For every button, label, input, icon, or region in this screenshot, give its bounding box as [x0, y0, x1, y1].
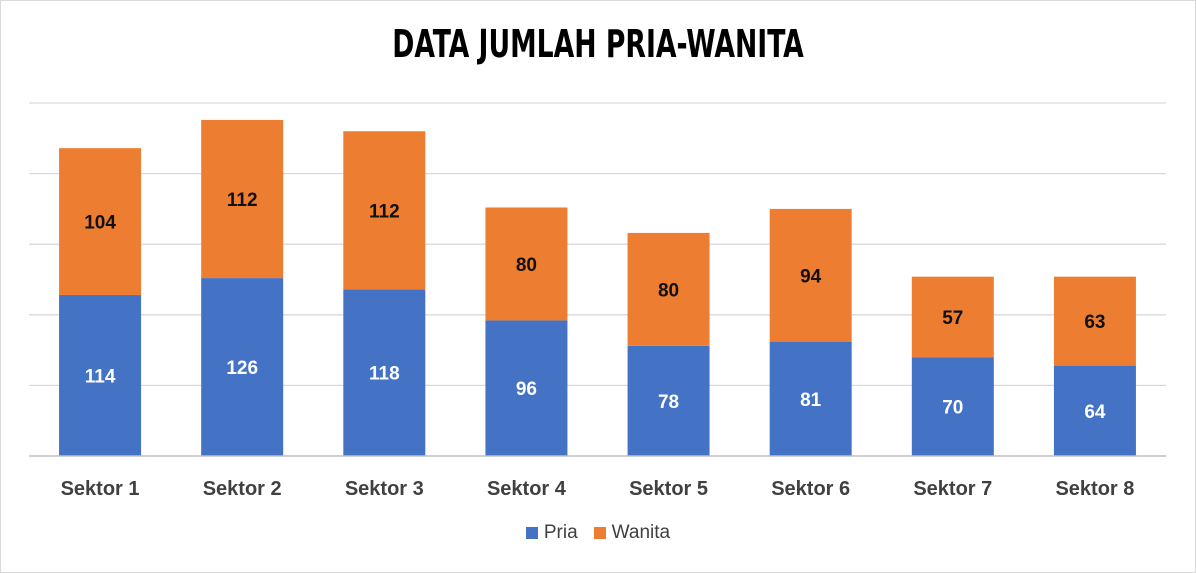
data-label: 118	[369, 364, 400, 385]
x-tick-label: Sektor 8	[1055, 478, 1134, 500]
data-label: 94	[800, 266, 822, 287]
chart-title: DATA JUMLAH PRIA-WANITA	[392, 22, 804, 66]
x-tick-label: Sektor 6	[771, 478, 850, 500]
data-label: 80	[516, 255, 537, 276]
bar-pria	[911, 357, 994, 456]
data-label: 63	[1084, 312, 1105, 333]
bar-pria	[343, 289, 426, 456]
data-label: 78	[658, 392, 679, 413]
bar-wanita	[59, 148, 142, 296]
x-tick-label: Sektor 2	[203, 478, 282, 500]
x-tick-label: Sektor 5	[629, 478, 708, 500]
bar-pria	[485, 320, 568, 456]
data-label: 57	[942, 308, 963, 329]
data-label: 96	[516, 379, 537, 400]
x-tick-label: Sektor 4	[487, 478, 567, 500]
data-label: 112	[227, 190, 258, 211]
legend-item-pria: Pria	[525, 522, 578, 544]
legend-swatch-pria	[525, 527, 538, 539]
bar-pria	[201, 278, 284, 456]
legend-label-wanita: Wanita	[611, 522, 671, 543]
x-tick-label: Sektor 1	[61, 478, 140, 500]
bar-wanita	[769, 208, 852, 342]
bar-wanita	[343, 131, 426, 290]
bar-pria	[1053, 365, 1136, 456]
x-tick-label: Sektor 3	[345, 478, 424, 500]
data-label: 81	[800, 390, 822, 411]
bar-wanita	[911, 276, 994, 358]
data-label: 80	[658, 280, 679, 301]
bar-pria	[59, 295, 142, 456]
data-label: 70	[942, 398, 963, 419]
legend: Pria Wanita	[0, 522, 1196, 544]
bar-wanita	[201, 119, 284, 279]
data-label: 104	[84, 213, 116, 234]
legend-swatch-wanita	[593, 527, 606, 539]
bar-wanita	[1053, 276, 1136, 366]
legend-item-wanita: Wanita	[593, 522, 671, 544]
data-label: 126	[226, 358, 258, 379]
data-label: 64	[1084, 402, 1106, 423]
bar-wanita	[627, 232, 710, 346]
legend-label-pria: Pria	[543, 522, 578, 543]
data-label: 114	[85, 367, 116, 388]
data-label: 112	[369, 201, 400, 222]
bar-pria	[627, 345, 710, 456]
bar-pria	[769, 341, 852, 456]
bar-wanita	[485, 207, 568, 321]
x-tick-label: Sektor 7	[913, 478, 992, 500]
